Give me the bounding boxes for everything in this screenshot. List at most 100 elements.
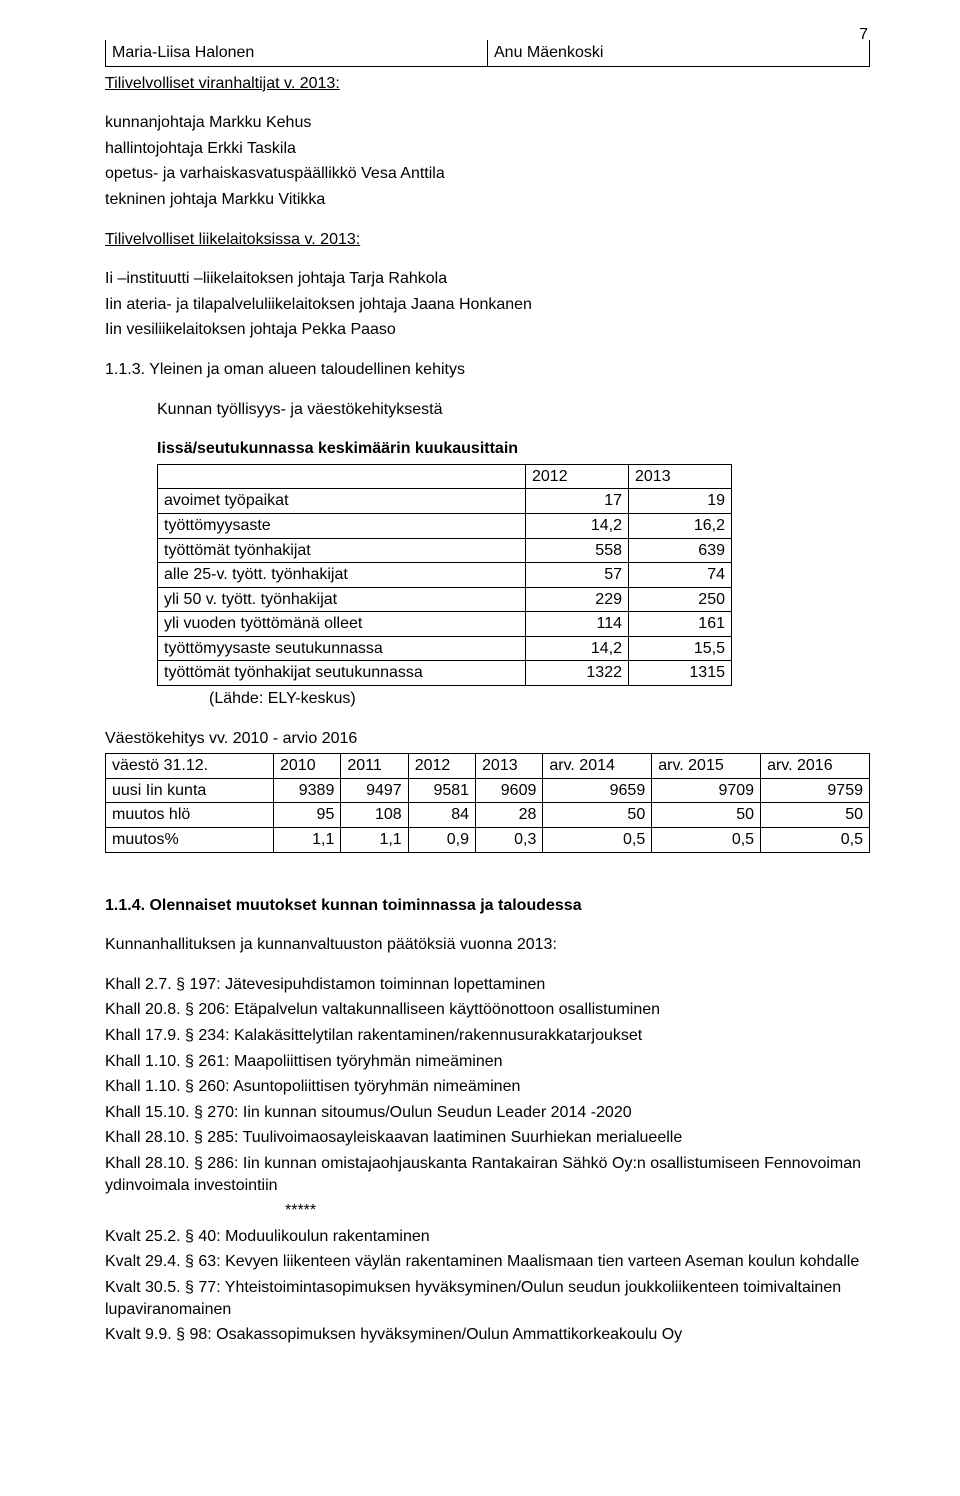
table-cell: työttömyysaste seutukunnassa [158, 636, 526, 661]
table-header: 2011 [341, 754, 408, 779]
table-cell: 50 [761, 803, 870, 828]
table-cell: 9497 [341, 778, 408, 803]
table-cell: 50 [652, 803, 761, 828]
enterprises-heading: Tilivelvolliset liikelaitoksissa v. 2013… [105, 231, 360, 248]
list-item: Kvalt 29.4. § 63: Kevyen liikenteen väyl… [105, 1251, 870, 1273]
table-cell: 9759 [761, 778, 870, 803]
table2-title: Väestökehitys vv. 2010 - arvio 2016 [105, 728, 870, 750]
table-cell: muutos% [106, 828, 274, 853]
table-cell: 9581 [408, 778, 475, 803]
list-item: Khall 15.10. § 270: Iin kunnan sitoumus/… [105, 1102, 870, 1124]
table-header: väestö 31.12. [106, 754, 274, 779]
table-cell: 19 [629, 489, 732, 514]
table-cell: 114 [526, 612, 629, 637]
table1-source: (Lähde: ELY-keskus) [209, 688, 870, 710]
list-item: kunnanjohtaja Markku Kehus [105, 112, 870, 134]
table-cell: 9609 [476, 778, 543, 803]
list-item: Khall 17.9. § 234: Kalakäsittelytilan ra… [105, 1025, 870, 1047]
employment-table: 2012 2013 avoimet työpaikat1719 työttömy… [157, 464, 732, 686]
table-cell: 28 [476, 803, 543, 828]
list-item: Khall 20.8. § 206: Etäpalvelun valtakunn… [105, 999, 870, 1021]
table-cell: 0,5 [761, 828, 870, 853]
table-header: 2012 [408, 754, 475, 779]
table-cell: 639 [629, 538, 732, 563]
table-cell: 9709 [652, 778, 761, 803]
table-cell: 1322 [526, 661, 629, 686]
table1-title: Iissä/seutukunnassa keskimäärin kuukausi… [157, 438, 870, 460]
list-item: Khall 1.10. § 261: Maapoliittisen työryh… [105, 1051, 870, 1073]
list-item: Kvalt 25.2. § 40: Moduulikoulun rakentam… [105, 1226, 870, 1248]
table-header: arv. 2015 [652, 754, 761, 779]
table-cell: 161 [629, 612, 732, 637]
section-114-intro: Kunnanhallituksen ja kunnanvaltuuston pä… [105, 934, 870, 956]
list-item: Khall 1.10. § 260: Asuntopoliittisen työ… [105, 1076, 870, 1098]
table-cell: muutos hlö [106, 803, 274, 828]
officials-heading: Tilivelvolliset viranhaltijat v. 2013: [105, 75, 340, 92]
officials-list-b: Ii –instituutti –liikelaitoksen johtaja … [105, 268, 870, 341]
kvalt-list: Kvalt 25.2. § 40: Moduulikoulun rakentam… [105, 1226, 870, 1346]
separator-stars: ***** [285, 1200, 870, 1222]
list-item: Iin vesiliikelaitoksen johtaja Pekka Paa… [105, 319, 870, 341]
table-header: 2010 [274, 754, 341, 779]
table-cell: työttömyysaste [158, 513, 526, 538]
table-cell: 250 [629, 587, 732, 612]
table-cell: 0,5 [543, 828, 652, 853]
table-cell: uusi Iin kunta [106, 778, 274, 803]
list-item: Khall 2.7. § 197: Jätevesipuhdistamon to… [105, 974, 870, 996]
table-cell: 17 [526, 489, 629, 514]
table-cell: yli 50 v. tyött. työnhakijat [158, 587, 526, 612]
list-item: Khall 28.10. § 285: Tuulivoimaosayleiska… [105, 1127, 870, 1149]
page-number: 7 [859, 24, 868, 46]
table-header: 2012 [526, 464, 629, 489]
table-cell: 0,5 [652, 828, 761, 853]
header-cell-right: Anu Mäenkoski [488, 40, 870, 66]
table-cell: 16,2 [629, 513, 732, 538]
khall-list: Khall 2.7. § 197: Jätevesipuhdistamon to… [105, 974, 870, 1196]
header-name-table: Maria-Liisa Halonen Anu Mäenkoski [105, 40, 870, 67]
officials-list-a: kunnanjohtaja Markku Kehus hallintojohta… [105, 112, 870, 210]
table1-block: Iissä/seutukunnassa keskimäärin kuukausi… [157, 438, 870, 710]
section-113-title: 1.1.3. Yleinen ja oman alueen taloudelli… [105, 359, 870, 381]
table-cell: 50 [543, 803, 652, 828]
table-header: arv. 2014 [543, 754, 652, 779]
table-cell: 0,9 [408, 828, 475, 853]
table-header: 2013 [476, 754, 543, 779]
population-table: väestö 31.12. 2010 2011 2012 2013 arv. 2… [105, 753, 870, 852]
table-cell: työttömät työnhakijat seutukunnassa [158, 661, 526, 686]
list-item: hallintojohtaja Erkki Taskila [105, 138, 870, 160]
table-cell: 15,5 [629, 636, 732, 661]
list-item: Ii –instituutti –liikelaitoksen johtaja … [105, 268, 870, 290]
table-cell: 14,2 [526, 513, 629, 538]
list-item: tekninen johtaja Markku Vitikka [105, 189, 870, 211]
table-header [158, 464, 526, 489]
table-header: arv. 2016 [761, 754, 870, 779]
table-cell: 84 [408, 803, 475, 828]
table-cell: yli vuoden työttömänä olleet [158, 612, 526, 637]
table-cell: avoimet työpaikat [158, 489, 526, 514]
list-item: Kvalt 30.5. § 77: Yhteistoimintasopimuks… [105, 1277, 870, 1320]
table-cell: 558 [526, 538, 629, 563]
table-cell: 57 [526, 563, 629, 588]
list-item: Khall 28.10. § 286: Iin kunnan omistajao… [105, 1153, 870, 1196]
table-cell: 74 [629, 563, 732, 588]
table-cell: työttömät työnhakijat [158, 538, 526, 563]
document-page: 7 Maria-Liisa Halonen Anu Mäenkoski Tili… [0, 0, 960, 1496]
table-cell: 108 [341, 803, 408, 828]
table-cell: 1,1 [274, 828, 341, 853]
section-114-title: 1.1.4. Olennaiset muutokset kunnan toimi… [105, 895, 870, 917]
section-113-subtitle: Kunnan työllisyys- ja väestökehityksestä [157, 399, 870, 421]
table-cell: 95 [274, 803, 341, 828]
table-cell: 1,1 [341, 828, 408, 853]
header-cell-left: Maria-Liisa Halonen [106, 40, 488, 66]
table-cell: 14,2 [526, 636, 629, 661]
list-item: Iin ateria- ja tilapalveluliikelaitoksen… [105, 294, 870, 316]
table-cell: 229 [526, 587, 629, 612]
list-item: Kvalt 9.9. § 98: Osakassopimuksen hyväks… [105, 1324, 870, 1346]
table-cell: 1315 [629, 661, 732, 686]
list-item: opetus- ja varhaiskasvatuspäällikkö Vesa… [105, 163, 870, 185]
table-cell: 9389 [274, 778, 341, 803]
table-cell: 0,3 [476, 828, 543, 853]
table-cell: 9659 [543, 778, 652, 803]
table-header: 2013 [629, 464, 732, 489]
table-cell: alle 25-v. tyött. työnhakijat [158, 563, 526, 588]
